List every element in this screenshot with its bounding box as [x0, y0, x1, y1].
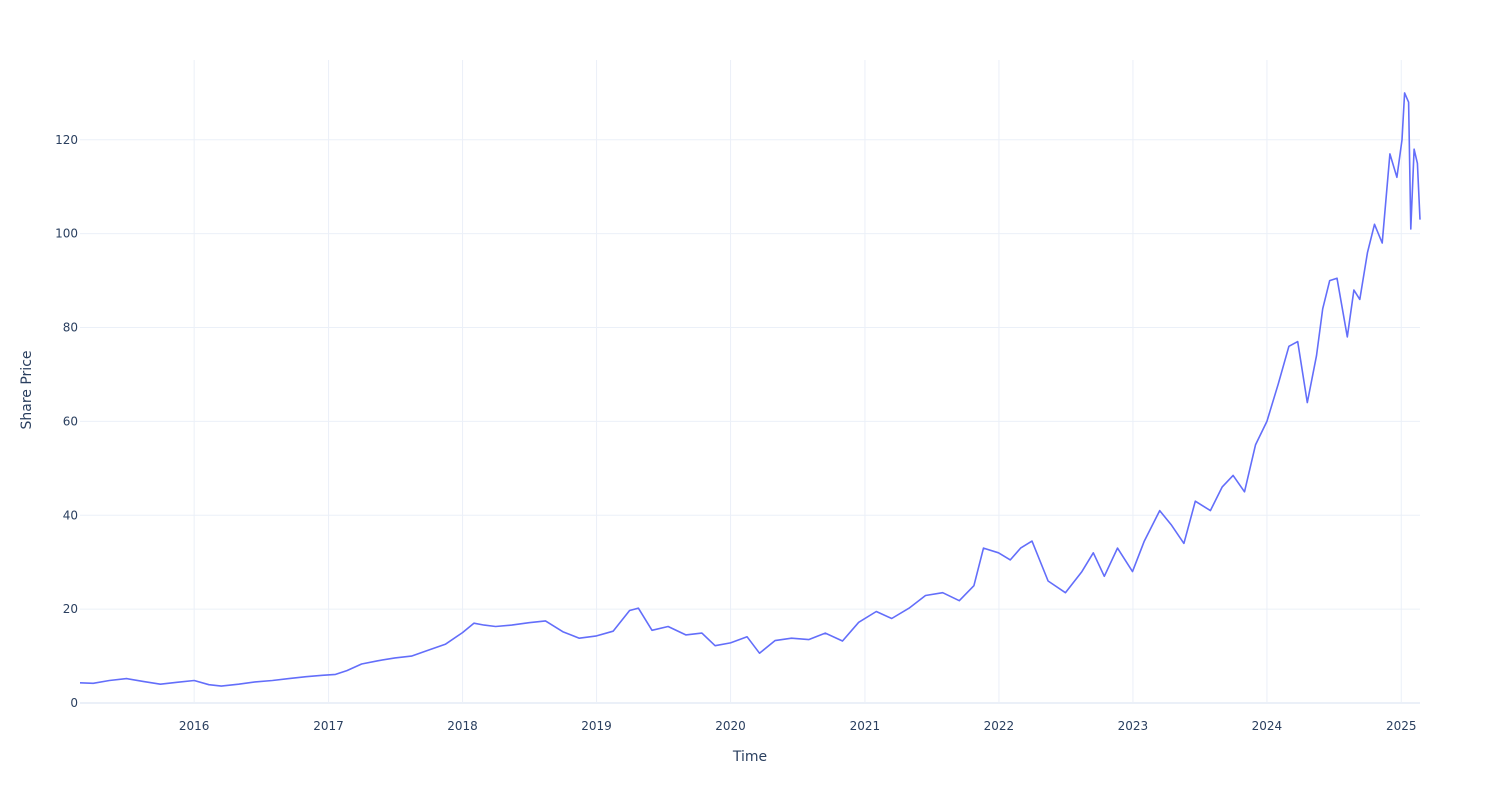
y-tick-label: 0	[70, 696, 78, 710]
axes: 0 20 40 60 80 100 120 2016 2017 2018 2019 2020 2021 2…	[55, 133, 1416, 733]
series-line-0	[79, 92, 1421, 687]
x-tick-label: 2025	[1386, 719, 1417, 733]
x-axis-title: Time	[732, 749, 767, 765]
x-tick-label: 2017	[313, 719, 344, 733]
x-tick-label: 2023	[1118, 719, 1149, 733]
y-tick-label: 120	[55, 133, 78, 147]
x-tick-label: 2016	[179, 719, 210, 733]
y-axis-title: Share Price	[19, 350, 35, 429]
x-tick-label: 2021	[850, 719, 881, 733]
y-tick-label: 100	[55, 227, 78, 241]
y-tick-label: 60	[63, 414, 78, 428]
y-tick-label: 20	[63, 602, 78, 616]
x-tick-label: 2024	[1252, 719, 1283, 733]
x-tick-label: 2020	[715, 719, 746, 733]
x-tick-label: 2019	[581, 719, 612, 733]
series-layer	[79, 92, 1421, 687]
x-tick-label: 2022	[984, 719, 1015, 733]
x-tick-label: 2018	[447, 719, 478, 733]
grid	[80, 60, 1420, 704]
y-tick-label: 40	[63, 508, 78, 522]
y-tick-label: 80	[63, 321, 78, 335]
